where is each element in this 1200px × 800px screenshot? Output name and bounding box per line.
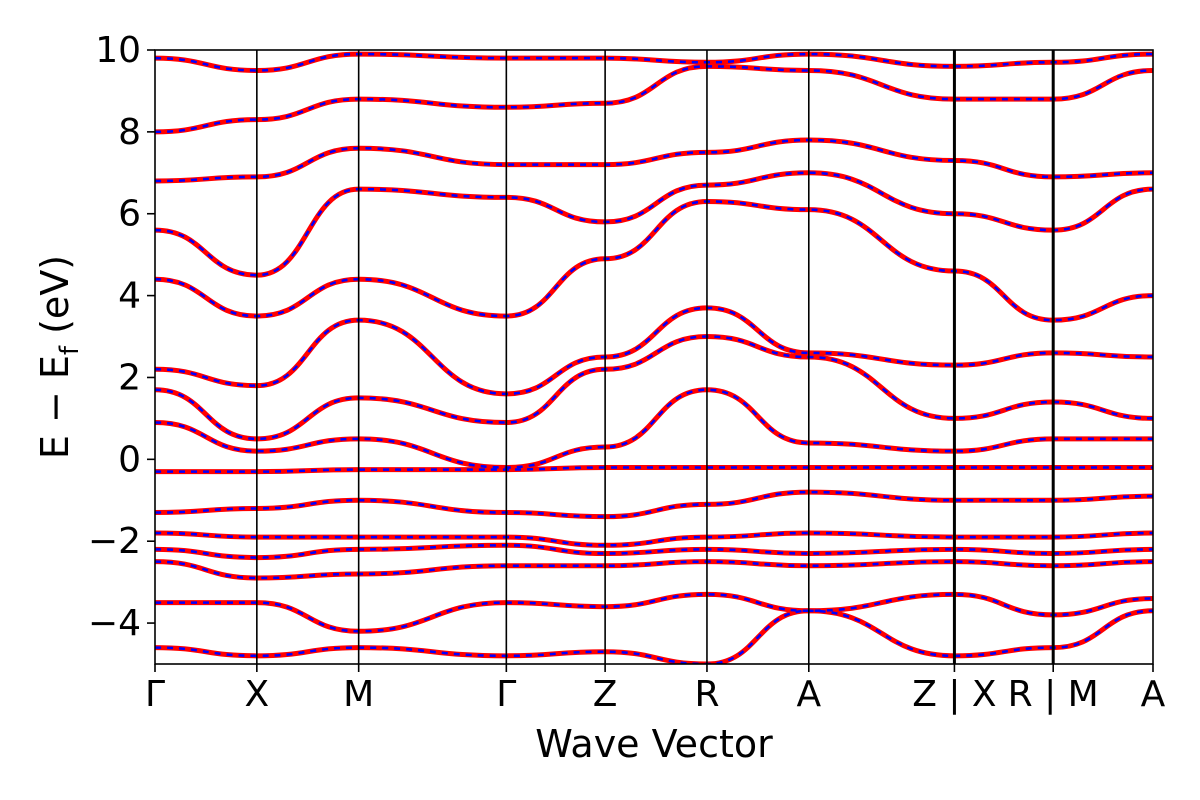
band-line-red — [155, 170, 1153, 278]
band-line-red — [155, 137, 1153, 184]
band-line-blue — [155, 52, 1153, 72]
y-tick-label: −2 — [88, 521, 141, 562]
band-line-red — [155, 608, 1153, 664]
y-axis-title: E − Ef (eV) — [33, 255, 85, 459]
band-line-red — [155, 530, 1153, 548]
band-line-red — [155, 387, 1153, 471]
x-tick-label: Z | X — [912, 674, 996, 715]
band-line-red — [155, 489, 1153, 520]
x-axis: Γ X M Γ Z R A Z | X R | M A — [145, 664, 1166, 715]
x-tick-label: X — [245, 674, 270, 715]
band-line-blue — [155, 171, 1153, 277]
band-line-red — [155, 559, 1153, 581]
band-line-blue — [155, 335, 1153, 441]
bands-layer — [155, 51, 1153, 664]
y-axis-title-subscript: f — [55, 345, 85, 355]
x-tick-label: R | M — [1008, 674, 1099, 715]
x-tick-label: A — [1141, 674, 1166, 715]
y-axis-title-unit: (eV) — [33, 255, 77, 346]
band-line-blue — [155, 560, 1153, 580]
band-line-blue — [155, 593, 1153, 633]
y-axis-title-main: E − E — [33, 355, 77, 459]
band-line-red — [155, 542, 1153, 561]
band-line-blue — [155, 306, 1153, 396]
x-tick-label: Γ — [145, 674, 165, 715]
y-axis: −4 −2 0 2 4 6 8 10 — [88, 30, 155, 644]
y-tick-label: −4 — [88, 603, 141, 644]
plot-frame — [154, 49, 1154, 665]
band-line-blue — [155, 388, 1153, 469]
y-tick-label: 4 — [118, 276, 141, 317]
band-line-blue — [155, 65, 1153, 134]
x-tick-label: M — [343, 674, 374, 715]
x-tick-label: A — [796, 674, 821, 715]
y-tick-label: 2 — [118, 357, 141, 398]
band-line-blue — [155, 138, 1153, 183]
x-axis-title: Wave Vector — [535, 722, 773, 766]
x-tick-label: R — [694, 674, 719, 715]
x-tick-label: Z — [593, 674, 618, 715]
band-line-blue — [155, 466, 1153, 473]
band-line-red — [155, 305, 1153, 397]
kpoint-lines — [256, 50, 1055, 664]
band-line-red — [155, 51, 1153, 73]
x-tick-label: Γ — [496, 674, 516, 715]
y-tick-label: 0 — [118, 439, 141, 480]
band-line-blue — [155, 200, 1153, 322]
band-line-blue — [155, 531, 1153, 547]
band-line-blue — [155, 609, 1153, 664]
y-tick-label: 6 — [118, 194, 141, 235]
band-line-blue — [155, 490, 1153, 518]
band-line-blue — [155, 544, 1153, 559]
y-tick-label: 10 — [95, 30, 141, 71]
y-tick-label: 8 — [118, 112, 141, 153]
